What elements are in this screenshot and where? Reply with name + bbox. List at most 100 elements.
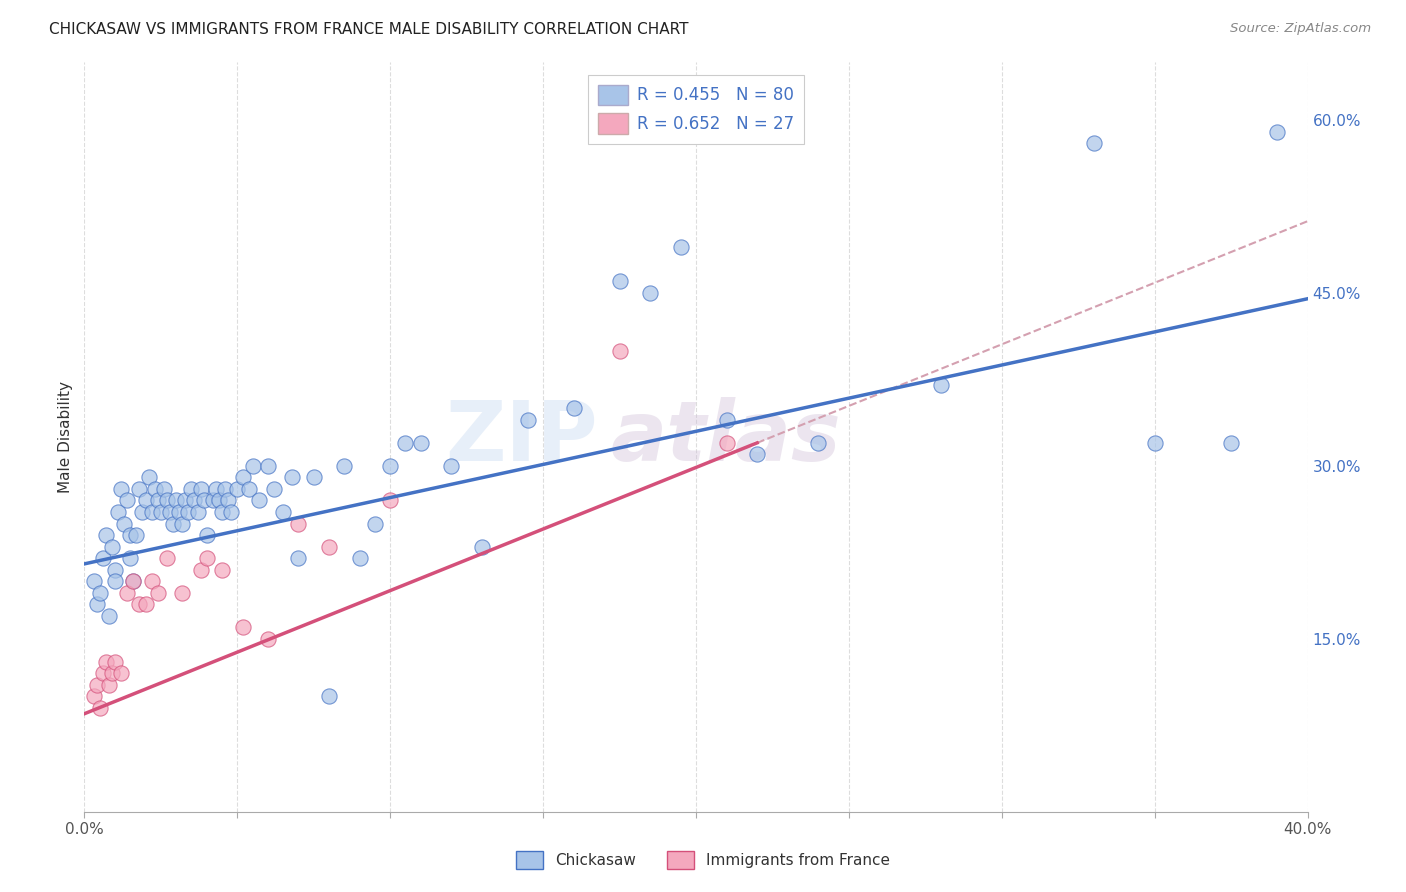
Text: CHICKASAW VS IMMIGRANTS FROM FRANCE MALE DISABILITY CORRELATION CHART: CHICKASAW VS IMMIGRANTS FROM FRANCE MALE…	[49, 22, 689, 37]
Point	[131, 505, 153, 519]
Point	[287, 551, 309, 566]
Point	[195, 551, 218, 566]
Point	[257, 632, 280, 646]
Text: Source: ZipAtlas.com: Source: ZipAtlas.com	[1230, 22, 1371, 36]
Point	[156, 551, 179, 566]
Point	[271, 505, 294, 519]
Point	[281, 470, 304, 484]
Point	[232, 470, 254, 484]
Point	[669, 240, 692, 254]
Point	[242, 458, 264, 473]
Point	[104, 655, 127, 669]
Point	[112, 516, 135, 531]
Point	[174, 493, 197, 508]
Point	[110, 666, 132, 681]
Point	[83, 574, 105, 589]
Point	[86, 678, 108, 692]
Point	[183, 493, 205, 508]
Point	[747, 447, 769, 461]
Point	[101, 666, 124, 681]
Point	[180, 482, 202, 496]
Point	[146, 585, 169, 599]
Point	[165, 493, 187, 508]
Point	[440, 458, 463, 473]
Point	[115, 493, 138, 508]
Point	[143, 482, 166, 496]
Point	[141, 505, 163, 519]
Point	[153, 482, 176, 496]
Point	[195, 528, 218, 542]
Point	[211, 563, 233, 577]
Point	[135, 597, 157, 611]
Text: ZIP: ZIP	[446, 397, 598, 477]
Point	[232, 620, 254, 634]
Point	[120, 551, 142, 566]
Point	[128, 482, 150, 496]
Point	[91, 551, 114, 566]
Point	[349, 551, 371, 566]
Point	[193, 493, 215, 508]
Point	[89, 701, 111, 715]
Point	[287, 516, 309, 531]
Point	[89, 585, 111, 599]
Point	[115, 585, 138, 599]
Y-axis label: Male Disability: Male Disability	[58, 381, 73, 493]
Point	[409, 435, 432, 450]
Point	[1083, 136, 1105, 150]
Point	[156, 493, 179, 508]
Legend: Chickasaw, Immigrants from France: Chickasaw, Immigrants from France	[509, 845, 897, 875]
Point	[94, 528, 117, 542]
Point	[122, 574, 145, 589]
Point	[83, 690, 105, 704]
Point	[167, 505, 190, 519]
Point	[716, 413, 738, 427]
Point	[302, 470, 325, 484]
Point	[807, 435, 830, 450]
Point	[97, 608, 120, 623]
Point	[146, 493, 169, 508]
Point	[238, 482, 260, 496]
Point	[125, 528, 148, 542]
Point	[226, 482, 249, 496]
Point	[257, 458, 280, 473]
Point	[471, 540, 494, 554]
Point	[177, 505, 200, 519]
Point	[135, 493, 157, 508]
Point	[394, 435, 416, 450]
Point	[149, 505, 172, 519]
Legend: R = 0.455   N = 80, R = 0.652   N = 27: R = 0.455 N = 80, R = 0.652 N = 27	[588, 75, 804, 144]
Point	[609, 343, 631, 358]
Point	[120, 528, 142, 542]
Point	[1143, 435, 1166, 450]
Point	[91, 666, 114, 681]
Point	[128, 597, 150, 611]
Point	[205, 482, 228, 496]
Point	[217, 493, 239, 508]
Text: atlas: atlas	[610, 397, 841, 477]
Point	[380, 493, 402, 508]
Point	[929, 378, 952, 392]
Point	[516, 413, 538, 427]
Point	[716, 435, 738, 450]
Point	[562, 401, 585, 416]
Point	[609, 275, 631, 289]
Point	[380, 458, 402, 473]
Point	[364, 516, 387, 531]
Point	[141, 574, 163, 589]
Point	[172, 585, 194, 599]
Point	[104, 574, 127, 589]
Point	[247, 493, 270, 508]
Point	[1220, 435, 1243, 450]
Point	[208, 493, 231, 508]
Point	[162, 516, 184, 531]
Point	[107, 505, 129, 519]
Point	[101, 540, 124, 554]
Point	[172, 516, 194, 531]
Point	[318, 540, 340, 554]
Point	[318, 690, 340, 704]
Point	[110, 482, 132, 496]
Point	[97, 678, 120, 692]
Point	[1265, 125, 1288, 139]
Point	[638, 285, 661, 300]
Point	[94, 655, 117, 669]
